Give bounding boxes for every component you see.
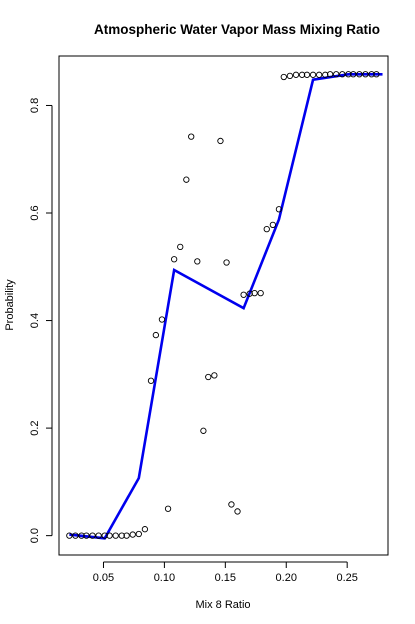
data-point [112,532,119,539]
data-point [200,427,207,434]
data-point [118,532,125,539]
data-point [292,71,300,78]
data-point [350,71,357,78]
data-point [326,71,334,78]
data-point [147,377,155,384]
data-point [211,372,218,379]
data-point [217,137,224,145]
data-point [269,221,276,228]
data-point [177,243,184,251]
x-axis-label: Mix 8 Ratio [195,599,250,611]
x-tick-label: 0.10 [154,572,175,584]
data-point [356,71,363,78]
data-point [373,71,380,78]
data-point [263,225,270,233]
data-point [66,532,73,539]
data-point [251,289,258,297]
y-axis-label: Probability [4,279,16,331]
data-point [275,206,283,213]
data-point [83,532,90,539]
data-point [309,71,317,78]
data-point [183,176,190,183]
y-tick-label: 0.4 [29,313,41,328]
data-point [345,71,352,78]
plot-frame [58,55,389,556]
y-tick-label: 0.0 [29,528,41,543]
data-point [95,532,102,539]
data-point [339,71,346,78]
data-point [234,508,241,515]
data-point [141,526,149,533]
fit-layer [69,72,383,540]
data-point [298,71,306,78]
data-point [135,530,142,538]
data-point [246,290,253,297]
data-point [303,71,311,78]
y-tick-label: 0.6 [29,205,41,220]
data-point [170,256,178,263]
x-tick-label: 0.15 [215,572,236,584]
data-point [333,71,340,78]
x-tick-label: 0.20 [276,572,297,584]
data-point [106,532,113,539]
x-axis: 0.05 0.10 0.15 0.20 0.25 [93,561,358,584]
data-point [362,71,369,78]
data-point [164,505,172,512]
data-point [223,259,230,266]
data-point [315,71,323,78]
data-point [368,71,375,78]
data-point [72,532,79,539]
data-point [205,373,212,381]
fit-line [69,72,383,540]
data-point [280,73,287,81]
chart-title: Atmospheric Water Vapor Mass Mixing Rati… [94,22,380,37]
data-point [188,133,195,140]
points-layer [66,71,380,539]
data-point [322,71,329,78]
data-point [240,291,247,298]
y-tick-label: 0.8 [29,98,41,113]
data-point [257,289,264,297]
x-tick-label: 0.05 [93,572,114,584]
data-point [228,501,235,508]
data-point [101,532,108,539]
data-point [286,72,294,80]
data-point [89,532,96,539]
data-point [194,258,201,265]
data-point [129,531,136,538]
data-point [152,331,160,339]
data-point [158,316,166,323]
y-axis: 0.0 0.2 0.4 0.6 0.8 [29,98,53,543]
data-point [78,532,85,539]
data-point [123,532,130,539]
y-tick-label: 0.2 [29,420,41,435]
x-tick-label: 0.25 [336,572,357,584]
